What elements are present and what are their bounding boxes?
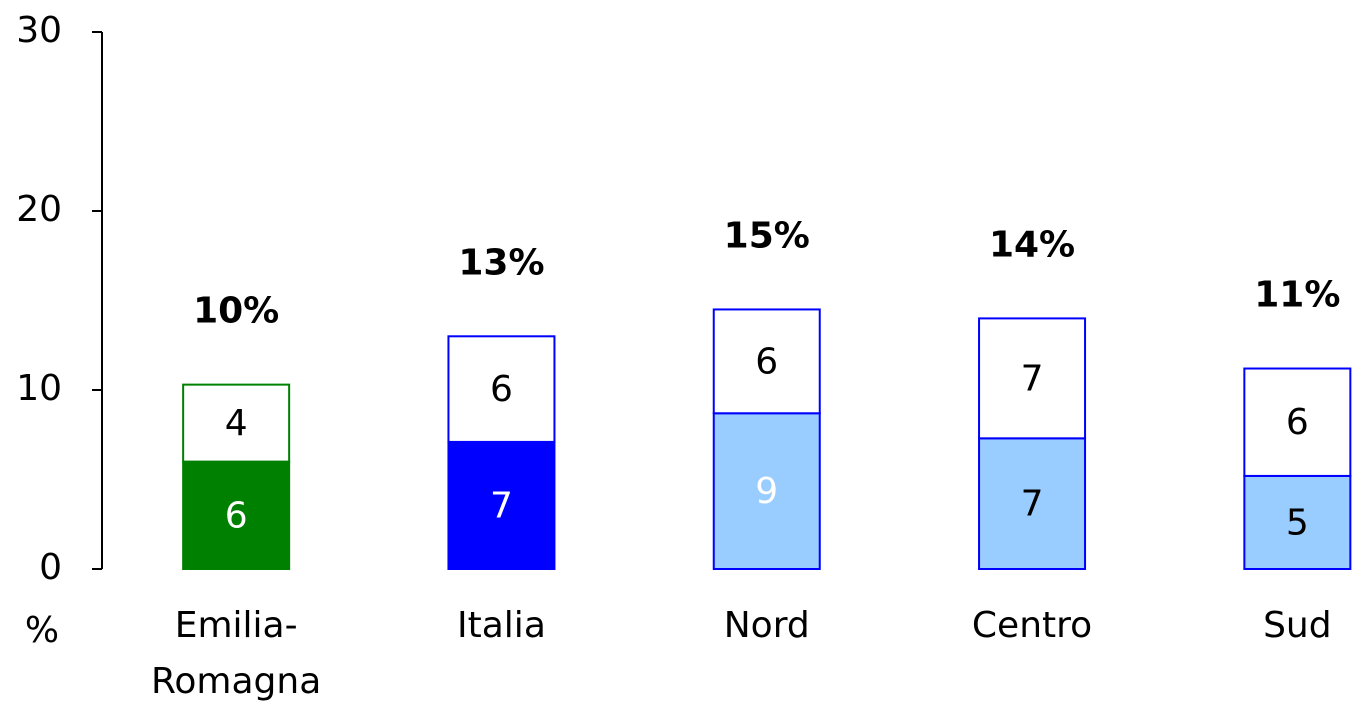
bar-segment <box>182 460 291 571</box>
bar-segment <box>712 308 821 415</box>
total-label: 11% <box>1254 275 1340 316</box>
x-tick-label: Centro <box>972 605 1092 646</box>
bar-segment <box>978 437 1087 570</box>
bar-segment <box>1243 367 1352 477</box>
y-tick-label: 20 <box>16 189 62 230</box>
value-label: 6 <box>755 341 778 382</box>
value-label: 7 <box>490 485 513 526</box>
y-tick-label: 30 <box>16 10 62 51</box>
total-label: 10% <box>193 291 279 332</box>
total-label: 13% <box>458 242 544 283</box>
y-tick-label: 0 <box>39 547 62 588</box>
value-label: 5 <box>1286 502 1309 543</box>
bar-segment <box>447 335 556 443</box>
value-label: 4 <box>225 403 248 444</box>
x-tick-label: Emilia-Romagna <box>151 605 321 702</box>
total-label: 15% <box>724 215 810 256</box>
x-tick-label: Nord <box>724 605 810 646</box>
x-tick-label: Sud <box>1263 605 1332 646</box>
value-label: 6 <box>225 495 248 536</box>
value-label: 7 <box>1021 358 1044 399</box>
total-label: 14% <box>989 224 1075 265</box>
bar-segment <box>978 317 1087 440</box>
value-label: 6 <box>490 369 513 410</box>
x-tick-label: Italia <box>457 605 546 646</box>
y-tick-label: 10 <box>16 368 62 409</box>
y-axis-unit: % <box>25 610 59 651</box>
value-label: 7 <box>1021 484 1044 525</box>
bar-segment <box>182 383 291 463</box>
bar-segment <box>1243 474 1352 571</box>
value-label: 6 <box>1286 402 1309 443</box>
value-label: 9 <box>755 471 778 512</box>
